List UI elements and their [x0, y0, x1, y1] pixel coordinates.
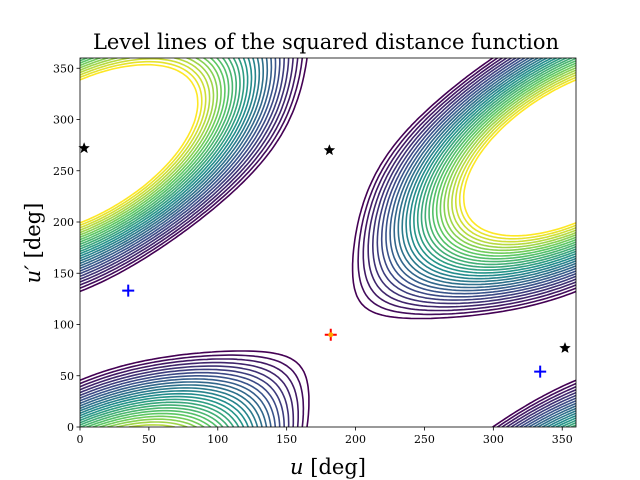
x-axis-label: u [deg]: [290, 455, 366, 479]
contour-level-line: [80, 58, 576, 427]
saddle-star-2: [323, 144, 336, 156]
x-axis-label-unit: [deg]: [304, 455, 366, 479]
x-tick-label: 250: [414, 433, 435, 446]
contour-level-line: [80, 58, 576, 427]
critical-point-markers: [78, 142, 571, 378]
x-tick-label: 50: [142, 433, 156, 446]
y-axis-label-unit: [deg]: [21, 203, 45, 265]
contour-level-line: [80, 58, 576, 427]
x-tick-label: 350: [552, 433, 573, 446]
y-tick-label: 350: [53, 62, 74, 75]
contour-level-line: [80, 58, 576, 427]
contour-level-line: [80, 58, 576, 427]
y-tick-label: 150: [53, 267, 74, 280]
critical-plus-2: [534, 365, 547, 378]
contour-level-line: [80, 58, 576, 427]
x-tick-label: 300: [483, 433, 504, 446]
critical-plus-1: [122, 284, 135, 297]
minimum-marker-dot: [328, 332, 334, 338]
y-tick-label: 50: [60, 370, 74, 383]
contour-level-line: [80, 58, 576, 427]
y-axis-ticks: 0 50 100 150 200 250 300 350: [53, 62, 80, 434]
y-tick-label: 100: [53, 319, 74, 332]
saddle-star-1: [78, 142, 90, 154]
chart-title: Level lines of the squared distance func…: [93, 30, 559, 54]
x-tick-label: 0: [77, 433, 84, 446]
y-tick-label: 250: [53, 165, 74, 178]
contour-level-line: [80, 58, 576, 427]
contour-level-line: [80, 58, 576, 427]
contour-level-line: [80, 63, 576, 237]
x-axis-ticks: 0 50 100 150 200 250 300 350: [77, 427, 573, 446]
x-axis-label-var: u: [290, 455, 304, 479]
contour-level-line: [80, 58, 576, 427]
contour-level-line: [80, 58, 576, 427]
y-tick-label: 300: [53, 114, 74, 127]
y-tick-label: 0: [67, 421, 74, 434]
x-tick-label: 150: [276, 433, 297, 446]
contour-level-line: [80, 58, 576, 427]
y-axis-label: u′ [deg]: [21, 203, 45, 284]
x-tick-label: 200: [345, 433, 366, 446]
contour-level-line: [80, 58, 576, 427]
contour-level-line: [80, 58, 576, 427]
x-tick-label: 100: [207, 433, 228, 446]
contour-level-line: [80, 58, 576, 427]
contour-lines: [80, 58, 576, 427]
y-tick-label: 200: [53, 216, 74, 229]
contour-level-line: [80, 58, 576, 243]
contour-level-line: [80, 58, 576, 427]
contour-level-line: [80, 58, 576, 427]
plot-frame: [79, 57, 577, 428]
contour-level-line: [80, 60, 576, 240]
contour-level-line: [80, 58, 576, 427]
contour-level-line: [80, 58, 576, 427]
contour-level-line: [80, 58, 576, 427]
contour-level-line: [80, 58, 576, 427]
contour-level-line: [80, 58, 576, 427]
saddle-star-3: [559, 342, 571, 353]
y-axis-label-var: u′: [21, 265, 45, 284]
contour-level-line: [80, 58, 576, 427]
